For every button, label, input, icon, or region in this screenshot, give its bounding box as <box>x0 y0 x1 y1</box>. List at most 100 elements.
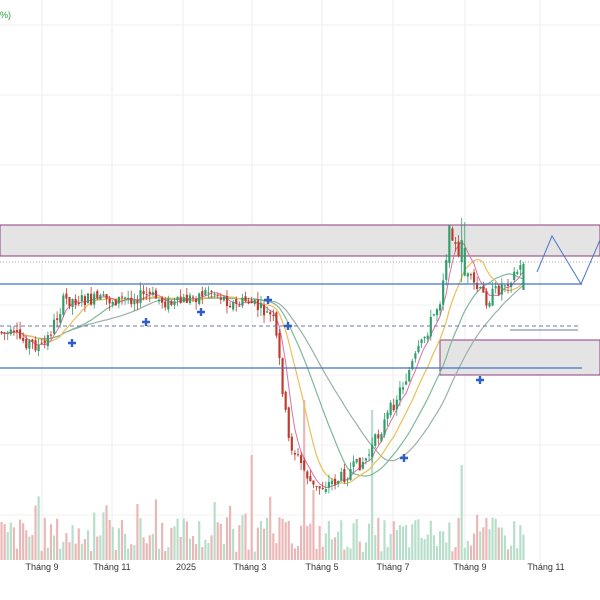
volume-bar <box>432 535 435 560</box>
candle-body <box>414 353 417 359</box>
candle-body <box>28 340 31 349</box>
candle-body <box>519 265 522 270</box>
volume-bar <box>377 517 380 560</box>
candle-body <box>40 342 43 344</box>
candle-body <box>346 479 349 481</box>
candle-body <box>482 286 485 293</box>
candle-body <box>266 311 269 313</box>
candle-body <box>195 299 198 303</box>
volume-bar <box>201 547 204 560</box>
candle-body <box>309 476 312 482</box>
volume-bar <box>371 410 374 560</box>
volume-bar <box>309 523 312 560</box>
candle-body <box>185 294 188 303</box>
volume-bar <box>114 549 117 560</box>
candle-body <box>522 264 525 290</box>
candle-body <box>210 291 213 293</box>
volume-bar <box>522 534 525 560</box>
volume-bar <box>296 546 300 560</box>
candle-body <box>293 452 297 455</box>
volume-bar <box>167 547 170 560</box>
volume-bar <box>460 465 463 560</box>
volume-bar <box>191 535 195 560</box>
candle-body <box>411 360 414 370</box>
candle-body <box>77 302 80 305</box>
volume-bar <box>290 543 293 560</box>
volume-bar <box>46 547 49 560</box>
volume-bar <box>241 515 244 560</box>
candle-body <box>321 487 324 490</box>
volume-bar <box>500 527 503 560</box>
candle-body <box>136 300 139 304</box>
volume-bar <box>300 525 303 560</box>
candle-body <box>213 294 216 296</box>
volume-bar <box>195 544 198 560</box>
candle-body <box>506 284 510 286</box>
candle-body <box>179 296 182 303</box>
ma-slow-line <box>1 273 524 477</box>
candle-body <box>68 297 71 307</box>
signal-marker <box>197 308 205 316</box>
candle-body <box>420 339 423 344</box>
x-tick-label: Tháng 7 <box>376 562 409 572</box>
volume-bar <box>472 533 476 560</box>
volume-bar <box>494 518 497 560</box>
candle-body <box>383 419 386 436</box>
volume-bar <box>491 517 494 560</box>
candle-body <box>22 337 25 341</box>
volume-bar <box>188 538 192 560</box>
volume-bar <box>287 520 290 560</box>
volume-bar <box>411 524 414 560</box>
volume-bar <box>247 549 250 560</box>
candle-body <box>448 225 451 263</box>
candle-body <box>145 294 148 296</box>
candle-body <box>123 297 127 299</box>
volume-bar <box>34 505 37 560</box>
volume-bar <box>266 517 269 560</box>
candle-body <box>216 294 219 296</box>
candle-body <box>9 329 12 335</box>
volume-bar <box>364 542 368 560</box>
candle-body <box>395 399 398 410</box>
candle-body <box>65 293 68 299</box>
volume-bar <box>170 527 173 560</box>
candle-body <box>108 298 111 304</box>
candle-body <box>201 291 204 297</box>
candle-body <box>516 271 519 274</box>
volume-bar <box>454 546 457 560</box>
volume-bar <box>77 528 80 560</box>
volume-bars <box>0 400 525 560</box>
volume-bar <box>426 534 429 560</box>
candle-body <box>176 296 179 301</box>
candle-body <box>142 291 145 295</box>
volume-bar <box>65 532 68 560</box>
candle-body <box>31 339 34 342</box>
candle-body <box>438 304 442 311</box>
volume-bar <box>222 543 225 560</box>
volume-bar <box>275 543 278 560</box>
candle-body <box>432 314 435 316</box>
volume-bar <box>176 518 179 560</box>
signal-markers <box>68 296 484 462</box>
volume-bar <box>479 531 482 560</box>
volume-bar <box>321 546 324 560</box>
candle-body <box>148 291 151 294</box>
volume-bar <box>120 519 124 560</box>
candle-body <box>151 292 154 295</box>
candle-body <box>272 314 275 316</box>
candle-body <box>71 299 74 307</box>
candle-body <box>364 458 368 461</box>
volume-bar <box>445 542 448 560</box>
volume-bar <box>145 543 148 560</box>
candle-body <box>472 272 476 283</box>
volume-bar <box>93 512 96 560</box>
candle-body <box>343 468 346 482</box>
candle-body <box>219 297 222 300</box>
candle-body <box>96 291 99 298</box>
candle-body <box>463 248 466 276</box>
candle-body <box>25 339 28 349</box>
candle-body <box>352 461 355 467</box>
projection-path <box>536 234 600 286</box>
volume-bar <box>408 547 411 560</box>
